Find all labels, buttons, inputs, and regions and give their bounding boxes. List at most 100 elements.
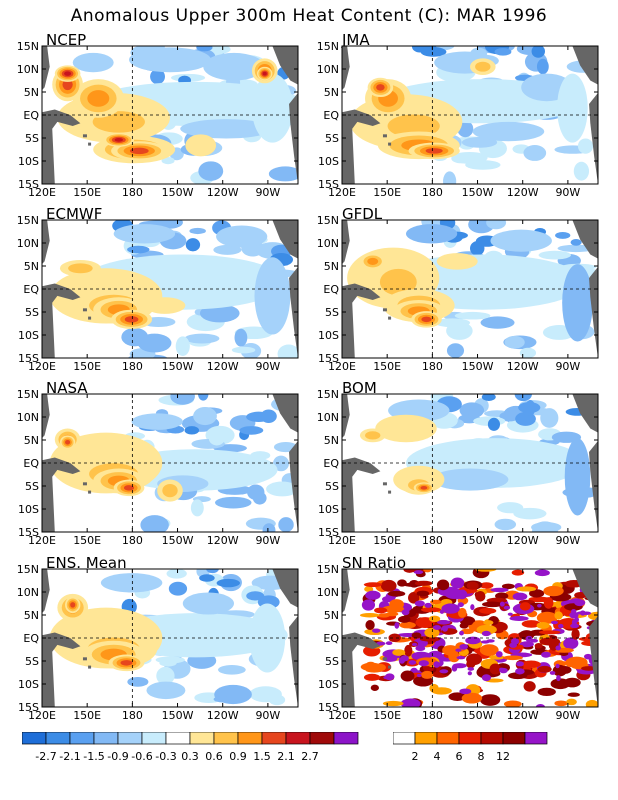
ratio-patch — [558, 665, 572, 674]
lon-label: 120E — [328, 360, 356, 373]
panel-ncep: NCEP 15N 10N 5N EQ 5S 10S 15S 120E 150E 180 150W 12… — [0, 31, 300, 204]
ratio-patch — [585, 699, 598, 707]
ratio-patch — [372, 628, 381, 633]
ratio-patch — [361, 599, 376, 611]
ratio-patch — [537, 687, 556, 697]
cool-patch — [216, 578, 241, 588]
lon-label: 150E — [73, 534, 101, 547]
cool-contour — [216, 225, 268, 248]
colorbar-swatch — [22, 732, 47, 745]
panel-title: SN Ratio — [342, 554, 407, 572]
lon-label: 150W — [162, 534, 194, 547]
ratio-patch — [554, 611, 563, 620]
cool-patch — [494, 48, 512, 56]
lon-label: 90W — [555, 534, 580, 547]
lat-label: 15S — [18, 352, 39, 365]
colorbar-swatch — [309, 732, 335, 745]
ratio-patch — [523, 681, 536, 692]
lon-label: 90W — [255, 709, 280, 722]
ratio-patch — [380, 579, 397, 592]
ratio-patch — [465, 636, 481, 645]
warm-contour — [262, 71, 267, 76]
cool-contour — [490, 229, 552, 252]
panel-title: BOM — [342, 379, 377, 397]
ratio-patch — [466, 653, 483, 666]
lat-label: 5N — [324, 434, 339, 447]
colorbar-label: -2.7 — [35, 750, 56, 763]
ratio-patch — [439, 609, 445, 614]
ratio-patch — [529, 589, 545, 598]
lat-label: 15S — [318, 526, 339, 539]
ratio-patch — [515, 668, 525, 675]
colorbar-label: 2.7 — [301, 750, 319, 763]
colorbar-label: 1.5 — [253, 750, 271, 763]
ratio-patch — [416, 590, 430, 597]
cool-patch — [487, 417, 501, 431]
ratio-patch — [543, 597, 554, 609]
warm-contour — [365, 431, 381, 440]
ratio-patch — [525, 635, 533, 642]
lat-label: 5N — [24, 434, 39, 447]
ratio-patch — [554, 700, 568, 707]
lon-label: 180 — [122, 186, 143, 199]
lat-label: 5N — [24, 260, 39, 273]
panel-title: NCEP — [46, 31, 87, 49]
ratio-patch — [499, 601, 505, 607]
ratio-patch — [424, 602, 432, 608]
lon-label: 120E — [328, 709, 356, 722]
ratio-patch — [550, 620, 559, 625]
ratio-patch — [507, 612, 513, 616]
cool-patch — [540, 408, 559, 428]
cool-patch — [239, 426, 264, 435]
cool-patch — [218, 665, 246, 675]
lat-label: 10S — [18, 678, 39, 691]
ratio-patch — [555, 663, 560, 669]
ratio-patch — [397, 579, 407, 587]
colorbar-label: -0.9 — [107, 750, 128, 763]
ratio-patch — [502, 655, 523, 661]
ratio-patch — [399, 621, 416, 629]
warm-contour — [421, 316, 432, 323]
ratio-patch — [519, 602, 531, 611]
cool-patch — [213, 244, 242, 255]
field — [342, 394, 598, 532]
ratio-patch — [384, 673, 395, 681]
colorbar-swatch — [237, 732, 263, 745]
panel-bom: BOM 15N 10N 5N EQ 5S 10S 15S 120E 150E 180 150W 120… — [300, 379, 600, 552]
warm-contour — [87, 90, 110, 107]
cool-patch — [277, 344, 298, 358]
cool-patch — [446, 321, 473, 340]
lat-label: 5N — [24, 86, 39, 99]
cool-contour — [564, 438, 591, 516]
ratio-patch — [472, 569, 490, 579]
lat-label: 15N — [17, 40, 39, 53]
lat-label: 10N — [317, 63, 339, 76]
lat-label: 10S — [318, 678, 339, 691]
lon-label: 120E — [28, 709, 56, 722]
ratio-patch — [482, 601, 503, 608]
ratio-patch — [481, 674, 492, 682]
colorbar-label: 6 — [456, 750, 463, 763]
panel-title: GFDL — [342, 205, 383, 223]
ratio-patch — [376, 641, 386, 646]
ratio-patch — [421, 670, 434, 679]
ratio-patch — [363, 673, 381, 681]
ratio-patch — [579, 610, 586, 616]
ratio-patch — [377, 613, 390, 618]
warm-contour — [376, 84, 385, 91]
lon-label: 90W — [555, 186, 580, 199]
warm-contour — [425, 148, 443, 154]
ratio-patch — [388, 633, 401, 643]
ratio-patch — [486, 639, 495, 643]
cool-patch — [246, 411, 272, 423]
ratio-patch — [400, 655, 409, 662]
cool-patch — [268, 166, 298, 182]
ratio-patch — [516, 661, 524, 667]
ratio-patch — [555, 645, 561, 651]
ratio-patch — [436, 579, 450, 591]
ratio-patch — [423, 569, 432, 573]
